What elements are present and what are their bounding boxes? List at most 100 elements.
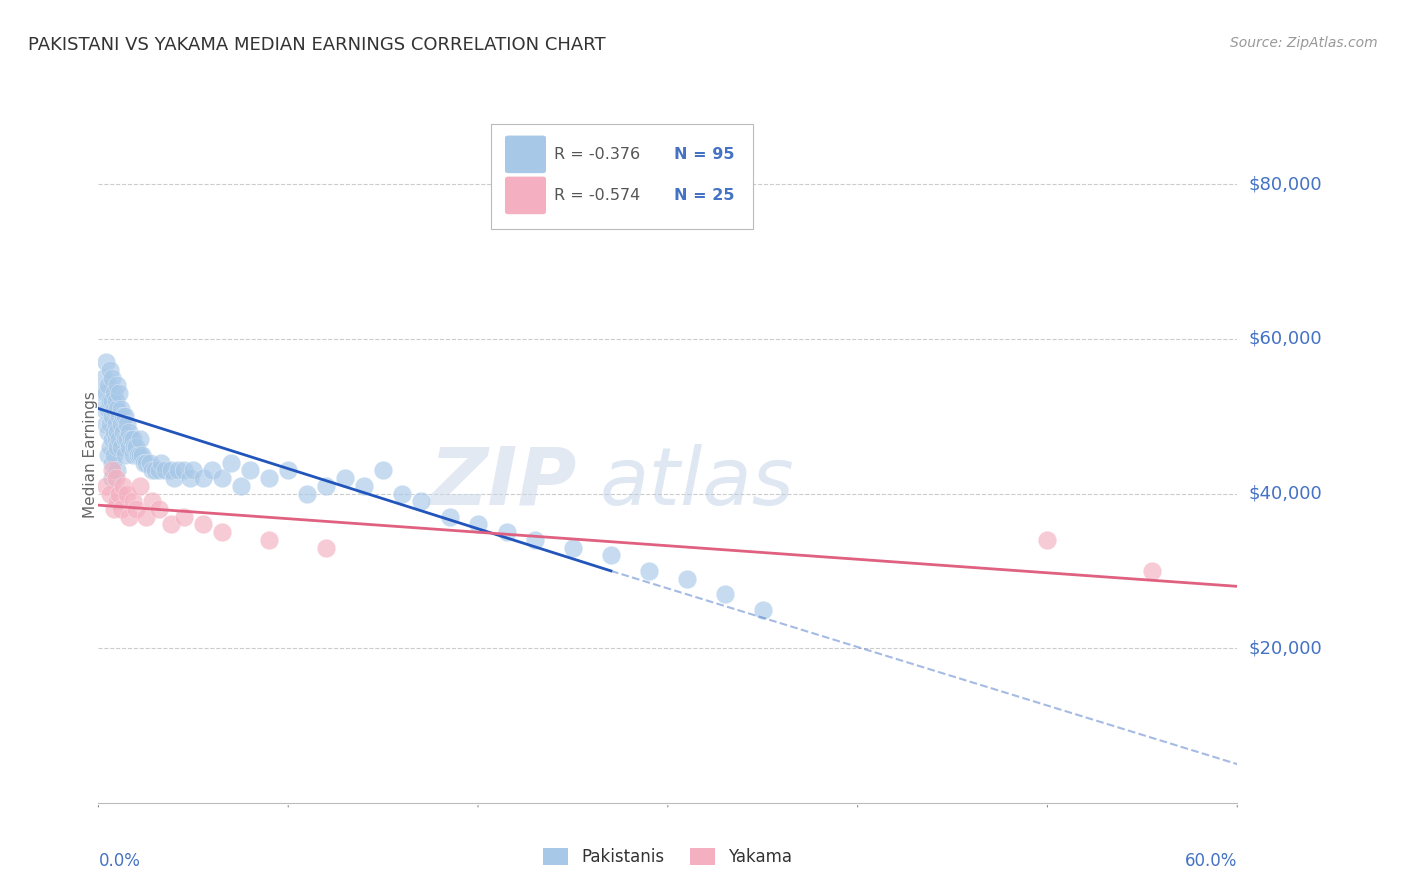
Point: [98, 417, 121, 431]
Text: N = 95: N = 95: [673, 147, 734, 161]
Point: [118, 509, 141, 524]
Point: [97, 401, 120, 416]
Point: [100, 409, 122, 424]
Point: [103, 386, 125, 401]
Point: [107, 401, 129, 416]
Point: [467, 517, 489, 532]
Point: [108, 433, 131, 447]
Y-axis label: Median Earnings: Median Earnings: [83, 392, 97, 518]
Point: [163, 471, 186, 485]
Point: [439, 509, 461, 524]
Point: [1036, 533, 1059, 547]
Point: [115, 486, 138, 500]
Point: [495, 525, 517, 540]
Point: [94, 479, 117, 493]
Point: [98, 393, 121, 408]
Text: 60.0%: 60.0%: [1185, 852, 1237, 870]
Point: [100, 463, 122, 477]
Point: [132, 456, 155, 470]
FancyBboxPatch shape: [505, 177, 546, 214]
Text: ZIP: ZIP: [429, 443, 576, 522]
Point: [97, 448, 120, 462]
Point: [353, 479, 375, 493]
Point: [145, 463, 167, 477]
Point: [104, 433, 127, 447]
Point: [179, 471, 201, 485]
Point: [107, 440, 129, 454]
Point: [107, 494, 129, 508]
Point: [114, 433, 136, 447]
Point: [191, 471, 214, 485]
Point: [91, 386, 114, 401]
Point: [108, 409, 131, 424]
Point: [315, 541, 337, 555]
Point: [201, 463, 224, 477]
Point: [297, 486, 319, 500]
Text: $20,000: $20,000: [1249, 640, 1322, 657]
Point: [277, 463, 299, 477]
Point: [100, 433, 122, 447]
Point: [97, 378, 120, 392]
Point: [129, 448, 152, 462]
Text: R = -0.574: R = -0.574: [554, 188, 640, 202]
Point: [1140, 564, 1163, 578]
Point: [104, 417, 127, 431]
FancyBboxPatch shape: [505, 136, 546, 173]
Point: [638, 564, 661, 578]
Point: [714, 587, 737, 601]
Point: [125, 440, 148, 454]
Point: [191, 517, 214, 532]
Point: [94, 417, 117, 431]
Text: $40,000: $40,000: [1249, 484, 1322, 502]
Point: [131, 448, 153, 462]
Point: [110, 417, 132, 431]
Point: [114, 409, 136, 424]
Point: [115, 417, 138, 431]
Point: [114, 448, 136, 462]
Point: [121, 448, 143, 462]
Point: [110, 502, 132, 516]
Point: [97, 425, 120, 439]
Point: [259, 533, 281, 547]
Point: [150, 456, 173, 470]
Point: [110, 440, 132, 454]
Point: [141, 463, 163, 477]
Point: [100, 471, 122, 485]
Point: [239, 463, 262, 477]
Point: [108, 386, 131, 401]
Point: [173, 463, 195, 477]
Point: [104, 471, 127, 485]
Point: [121, 494, 143, 508]
Point: [335, 471, 357, 485]
Point: [211, 525, 233, 540]
Point: [259, 471, 281, 485]
Text: $60,000: $60,000: [1249, 330, 1322, 348]
Point: [94, 355, 117, 369]
Text: PAKISTANI VS YAKAMA MEDIAN EARNINGS CORRELATION CHART: PAKISTANI VS YAKAMA MEDIAN EARNINGS CORR…: [28, 36, 606, 54]
Point: [107, 425, 129, 439]
Point: [103, 401, 125, 416]
Point: [108, 486, 131, 500]
Point: [183, 463, 205, 477]
Text: N = 25: N = 25: [673, 188, 734, 202]
Point: [600, 549, 623, 563]
Point: [104, 393, 127, 408]
Point: [315, 479, 337, 493]
Point: [159, 517, 181, 532]
Point: [98, 363, 121, 377]
Point: [129, 433, 152, 447]
Point: [676, 572, 699, 586]
Point: [115, 433, 138, 447]
Point: [135, 509, 157, 524]
Point: [524, 533, 547, 547]
Point: [112, 425, 135, 439]
Point: [120, 433, 142, 447]
Point: [100, 393, 122, 408]
Point: [121, 433, 143, 447]
Point: [100, 370, 122, 384]
Point: [148, 463, 170, 477]
Point: [129, 479, 152, 493]
Point: [100, 456, 122, 470]
Point: [118, 440, 141, 454]
FancyBboxPatch shape: [491, 124, 754, 229]
